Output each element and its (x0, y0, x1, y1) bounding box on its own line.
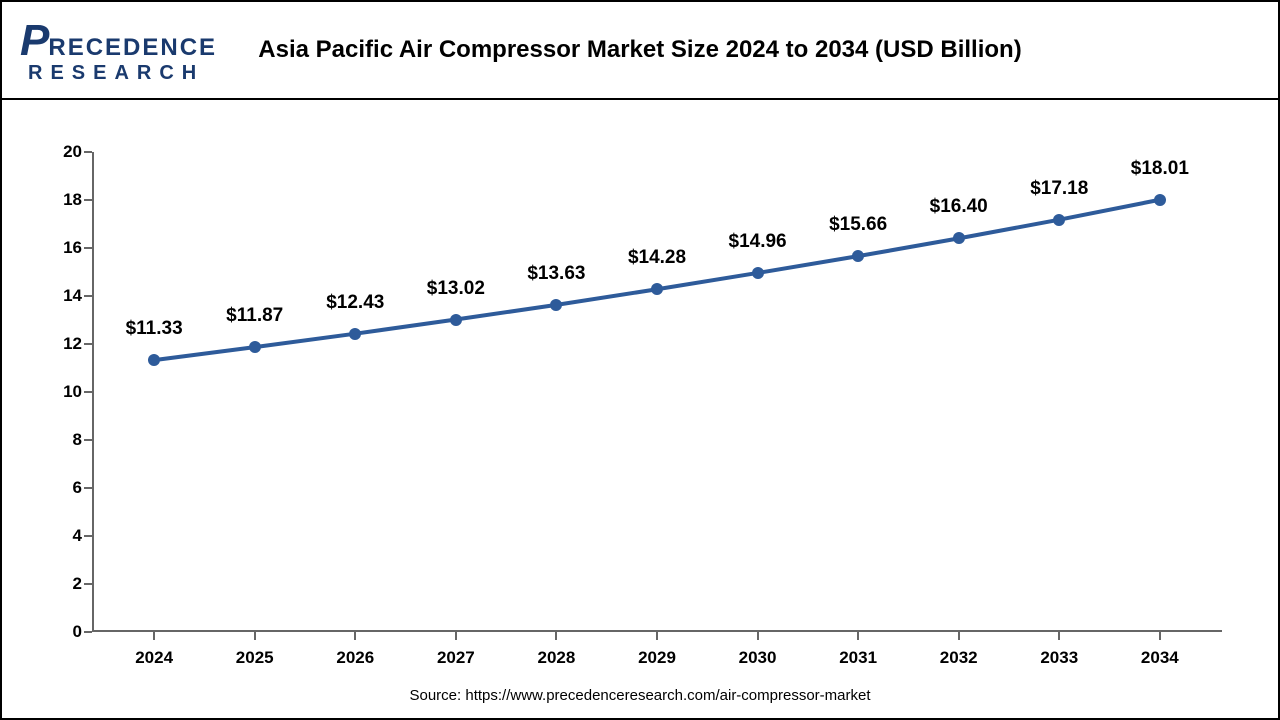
x-tick-label: 2029 (638, 648, 676, 668)
x-tick (153, 632, 155, 640)
data-label: $12.43 (326, 292, 384, 314)
y-tick-label: 2 (42, 574, 82, 594)
x-tick-label: 2025 (236, 648, 274, 668)
data-label: $16.40 (930, 196, 988, 218)
source-prefix: Source: (409, 687, 465, 704)
x-tick-label: 2034 (1141, 648, 1179, 668)
logo-word2: RESEARCH (28, 62, 230, 85)
y-tick (84, 391, 92, 393)
data-marker (1154, 194, 1166, 206)
y-tick-label: 0 (42, 622, 82, 642)
y-tick (84, 631, 92, 633)
y-tick (84, 439, 92, 441)
data-label: $11.87 (226, 305, 283, 327)
x-tick-label: 2027 (437, 648, 475, 668)
y-tick-label: 6 (42, 478, 82, 498)
chart-body: 0 2 4 6 8 10 12 14 16 18 20 2024 2025 2026 2027 2028 202… (2, 102, 1278, 718)
y-tick-label: 14 (42, 286, 82, 306)
brand-logo: P RECEDENCE RESEARCH (20, 16, 230, 86)
x-tick-label: 2031 (839, 648, 877, 668)
source-text: Source: https://www.precedenceresearch.c… (2, 687, 1278, 704)
x-tick-label: 2033 (1040, 648, 1078, 668)
data-label: $13.02 (427, 278, 485, 300)
y-tick (84, 487, 92, 489)
data-label: $14.28 (628, 247, 686, 269)
x-tick (656, 632, 658, 640)
x-tick (857, 632, 859, 640)
data-marker (1053, 214, 1065, 226)
x-tick (1058, 632, 1060, 640)
y-tick-label: 8 (42, 430, 82, 450)
chart-frame: P RECEDENCE RESEARCH Asia Pacific Air Co… (0, 0, 1280, 720)
x-tick (455, 632, 457, 640)
y-tick (84, 151, 92, 153)
data-label: $11.33 (126, 318, 183, 340)
y-tick-label: 10 (42, 382, 82, 402)
y-tick-label: 18 (42, 190, 82, 210)
series-line (154, 200, 1160, 360)
data-label: $18.01 (1131, 158, 1189, 180)
y-tick (84, 247, 92, 249)
data-marker (349, 328, 361, 340)
data-label: $17.18 (1030, 178, 1088, 200)
data-label: $13.63 (527, 263, 585, 285)
y-tick-label: 16 (42, 238, 82, 258)
x-tick-label: 2028 (538, 648, 576, 668)
header-band: P RECEDENCE RESEARCH Asia Pacific Air Co… (2, 2, 1278, 100)
y-tick-label: 12 (42, 334, 82, 354)
data-marker (752, 267, 764, 279)
plot-area: 0246810121416182020242025202620272028202… (92, 152, 1222, 632)
data-marker (148, 354, 160, 366)
data-marker (550, 299, 562, 311)
y-tick (84, 343, 92, 345)
x-tick-label: 2026 (336, 648, 374, 668)
x-tick (555, 632, 557, 640)
data-label: $15.66 (829, 214, 887, 236)
x-tick-label: 2032 (940, 648, 978, 668)
data-marker (249, 341, 261, 353)
x-tick (354, 632, 356, 640)
x-tick-label: 2030 (739, 648, 777, 668)
logo-word1: RECEDENCE (48, 34, 217, 62)
source-url: https://www.precedenceresearch.com/air-c… (465, 687, 870, 704)
x-tick (1159, 632, 1161, 640)
x-tick (958, 632, 960, 640)
data-marker (651, 283, 663, 295)
x-tick (254, 632, 256, 640)
x-tick (757, 632, 759, 640)
y-tick (84, 535, 92, 537)
data-marker (450, 314, 462, 326)
data-label: $14.96 (729, 231, 787, 253)
y-tick-label: 20 (42, 142, 82, 162)
x-tick-label: 2024 (135, 648, 173, 668)
logo-letter: P (20, 16, 48, 66)
data-marker (953, 232, 965, 244)
data-marker (852, 250, 864, 262)
y-tick (84, 295, 92, 297)
y-tick (84, 199, 92, 201)
y-tick-label: 4 (42, 526, 82, 546)
line-series (92, 152, 1222, 632)
y-tick (84, 583, 92, 585)
